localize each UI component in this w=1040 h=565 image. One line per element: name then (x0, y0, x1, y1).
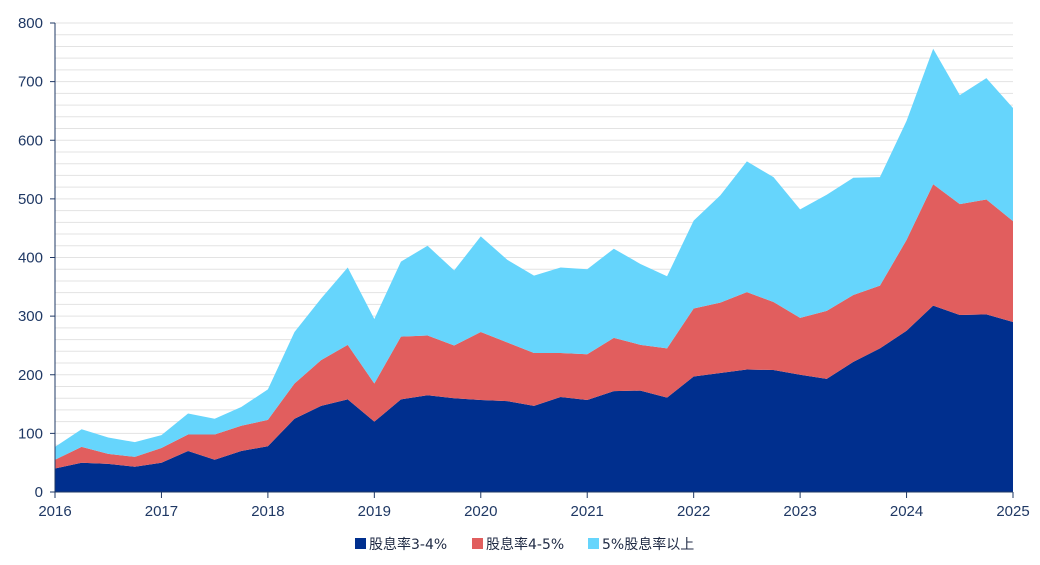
legend: 股息率3-4% 股息率4-5% 5%股息率以上 (355, 536, 694, 553)
y-tick-label: 400 (18, 250, 43, 267)
x-tick-label: 2019 (358, 503, 391, 520)
area-series-1 (55, 305, 1013, 492)
x-tick-label: 2024 (890, 503, 923, 520)
legend-label: 股息率4-5% (486, 536, 564, 553)
x-axis-tick-labels: 2016 2017 2018 2019 2020 2021 2022 2023 2024 2025 (38, 503, 1029, 520)
y-tick-label: 500 (18, 191, 43, 208)
legend-swatch (355, 538, 366, 549)
y-axis-tick-labels: 0 100 200 300 400 500 600 700 800 (18, 15, 43, 501)
x-tick-label: 2018 (251, 503, 284, 520)
x-tick-label: 2023 (783, 503, 816, 520)
area-series-2 (55, 184, 1013, 469)
legend-label: 股息率3-4% (369, 536, 447, 553)
x-tick-label: 2021 (571, 503, 604, 520)
y-tick-label: 300 (18, 308, 43, 325)
legend-swatch (588, 538, 599, 549)
x-tick-label: 2020 (464, 503, 497, 520)
x-tick-label: 2016 (38, 503, 71, 520)
y-tick-label: 700 (18, 74, 43, 91)
area-series-3 (55, 48, 1013, 460)
y-tick-label: 200 (18, 367, 43, 384)
axes (50, 22, 1014, 498)
area-series-group (55, 48, 1013, 492)
y-tick-label: 0 (35, 484, 43, 501)
y-tick-label: 600 (18, 132, 43, 149)
x-tick-label: 2017 (145, 503, 178, 520)
y-tick-label: 100 (18, 425, 43, 442)
x-tick-label: 2025 (996, 503, 1029, 520)
legend-label: 5%股息率以上 (602, 536, 694, 553)
y-tick-label: 800 (18, 15, 43, 32)
legend-swatch (472, 538, 483, 549)
x-tick-label: 2022 (677, 503, 710, 520)
